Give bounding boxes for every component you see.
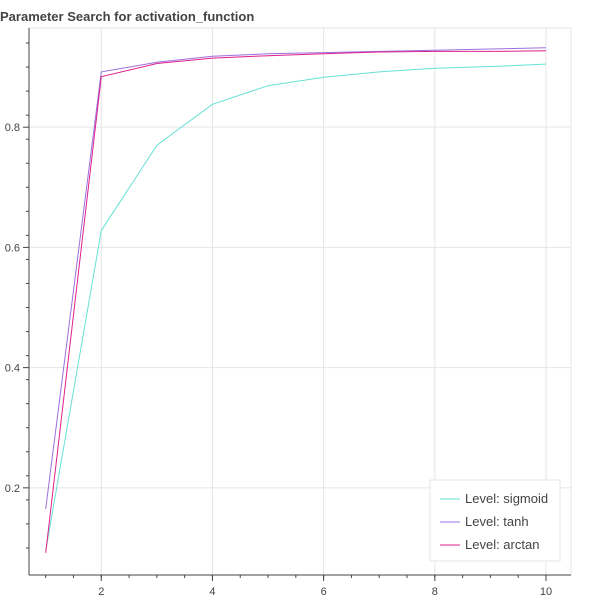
y-tick-label: 0.2 — [5, 483, 20, 495]
y-tick-label: 0.8 — [5, 122, 20, 134]
legend-label: Level: sigmoid — [465, 491, 548, 506]
y-tick-label: 0.6 — [5, 242, 20, 254]
y-tick-label: 0.4 — [5, 363, 20, 375]
legend-label: Level: arctan — [465, 537, 539, 552]
series-line-level-sigmoid — [46, 64, 546, 551]
series-line-level-tanh — [46, 48, 546, 509]
x-tick-label: 2 — [98, 586, 104, 598]
x-tick-label: 6 — [321, 586, 327, 598]
legend-label: Level: tanh — [465, 514, 529, 529]
series-line-level-arctan — [46, 51, 546, 553]
x-tick-label: 4 — [209, 586, 215, 598]
x-tick-label: 8 — [432, 586, 438, 598]
x-tick-label: 10 — [540, 586, 552, 598]
